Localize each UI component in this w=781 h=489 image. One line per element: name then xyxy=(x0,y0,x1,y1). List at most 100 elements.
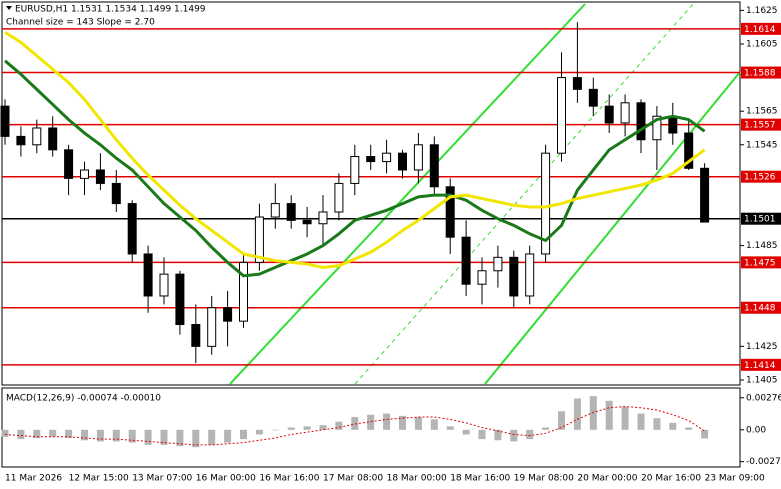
chart-subtitle: Channel size = 143 Slope = 2.70 xyxy=(6,18,155,28)
macd-bar xyxy=(669,422,677,430)
candle-body xyxy=(493,256,503,272)
candle-body xyxy=(159,273,169,297)
macd-bar xyxy=(478,429,486,440)
x-tick-label: 16 Mar 16:00 xyxy=(259,474,319,484)
candle-body xyxy=(254,216,264,263)
candle-body xyxy=(668,115,678,134)
macd-bar xyxy=(526,429,534,440)
chart-title: EURUSD,H1 1.1531 1.1534 1.1499 1.1499 xyxy=(15,5,206,15)
candle-body xyxy=(239,261,248,322)
macd-bar xyxy=(685,427,693,430)
candle-body xyxy=(509,256,519,297)
candle-body xyxy=(32,127,42,146)
macd-bar xyxy=(240,429,247,440)
macd-bar xyxy=(49,429,57,437)
level-label: 1.1526 xyxy=(744,173,776,183)
x-tick-label: 16 Mar 00:00 xyxy=(196,474,256,484)
candle-body xyxy=(0,105,10,137)
candle-body xyxy=(429,144,439,188)
level-label-box xyxy=(741,22,781,35)
y-tick-label: 1.1425 xyxy=(746,342,778,352)
candle-body xyxy=(48,127,58,151)
macd-bar xyxy=(96,429,104,442)
macd-bar xyxy=(176,429,184,447)
macd-bar xyxy=(224,429,232,443)
macd-bar xyxy=(367,414,375,430)
candle-body xyxy=(127,203,137,255)
x-tick-label: 11 Mar 2026 xyxy=(5,474,62,484)
candle-body xyxy=(95,169,105,184)
x-tick-label: 20 Mar 00:00 xyxy=(577,474,637,484)
level-label: 1.1588 xyxy=(744,69,776,79)
macd-bar xyxy=(128,429,136,443)
macd-bar xyxy=(558,411,565,430)
macd-bar xyxy=(462,429,470,435)
macd-bar xyxy=(319,425,327,430)
candle-body xyxy=(477,270,487,285)
level-label-box xyxy=(741,118,781,131)
macd-bar xyxy=(414,417,422,430)
macd-bar xyxy=(160,429,168,445)
macd-bar xyxy=(637,413,645,430)
y2-tick-label: 0.00 xyxy=(746,425,766,435)
menu-icon xyxy=(6,6,12,10)
macd-bar xyxy=(494,429,502,441)
candle-body xyxy=(525,253,535,297)
macd-bar xyxy=(303,426,311,430)
level-label-box xyxy=(741,170,781,183)
macd-bar xyxy=(112,429,120,442)
macd-bar xyxy=(701,429,709,439)
macd-bar xyxy=(33,429,41,438)
macd-bar xyxy=(573,398,581,430)
candle-body xyxy=(366,156,376,163)
y-tick-label: 1.1485 xyxy=(746,241,778,251)
macd-signal xyxy=(4,406,705,446)
macd-bar xyxy=(605,400,613,430)
moving-average xyxy=(4,59,706,278)
macd-bar xyxy=(430,419,438,430)
candle-body xyxy=(207,307,217,347)
candle-body xyxy=(684,132,694,169)
candle-body xyxy=(143,253,153,297)
y-tick-label: 1.1545 xyxy=(746,140,778,150)
y-tick-label: 1.1605 xyxy=(746,39,778,49)
x-tick-label: 18 Mar 00:00 xyxy=(387,474,447,484)
candle-body xyxy=(636,102,646,141)
x-tick-label: 23 Mar 09:00 xyxy=(705,474,765,484)
candle-body xyxy=(461,236,471,285)
level-label: 1.1414 xyxy=(744,361,776,371)
candle-body xyxy=(16,135,26,146)
x-tick-label: 20 Mar 16:00 xyxy=(641,474,701,484)
level-label-box xyxy=(741,66,781,79)
channel-middle xyxy=(354,1,696,385)
x-tick-label: 19 Mar 08:00 xyxy=(514,474,574,484)
y-tick-label: 1.1405 xyxy=(746,375,778,385)
channel-upper xyxy=(229,3,586,385)
candle-body xyxy=(652,115,662,141)
macd-bar xyxy=(446,426,454,430)
candle-body xyxy=(604,105,614,124)
x-tick-label: 13 Mar 07:00 xyxy=(132,474,192,484)
macd-bar xyxy=(17,429,25,440)
level-label: 1.1475 xyxy=(744,258,776,268)
macd-bar xyxy=(351,417,359,430)
macd-bar xyxy=(399,415,406,430)
macd-title: MACD(12,26,9) -0.00074 -0.00010 xyxy=(6,394,161,404)
macd-bar xyxy=(81,429,88,441)
candle-body xyxy=(620,102,630,124)
candle-body xyxy=(270,203,280,218)
level-label: 1.1501 xyxy=(744,215,776,225)
level-label-box xyxy=(741,212,781,225)
candle-body xyxy=(541,152,551,255)
macd-bar xyxy=(255,429,263,435)
price-panel xyxy=(1,1,741,386)
marks: 11 Mar 2026 12 Mar 15:00 13 Mar 07:00 16 Ma… xyxy=(0,22,765,484)
y2-tick-label: -0.00274 xyxy=(746,457,781,467)
levels: 1.1614 1.1588 1.1557 1.1526 1.1501 1.1475 1.14… xyxy=(2,22,781,371)
candle-body xyxy=(588,88,598,107)
macd-bar xyxy=(144,429,152,445)
macd-bar xyxy=(1,429,9,437)
candle-body xyxy=(175,273,185,326)
candle-body xyxy=(700,167,710,223)
